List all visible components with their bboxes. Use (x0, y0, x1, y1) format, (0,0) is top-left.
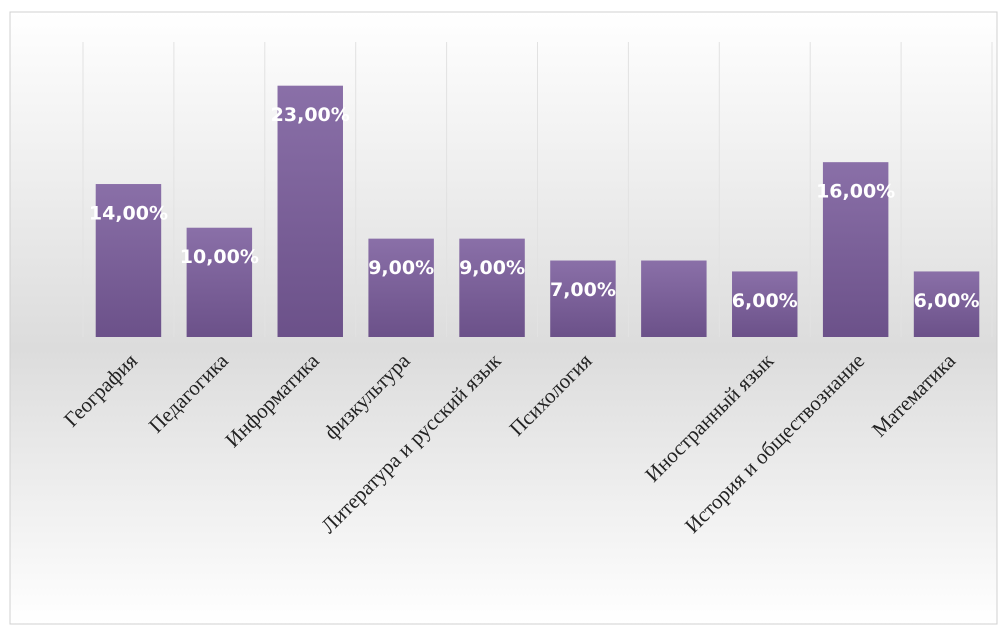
bar-shade (550, 260, 616, 337)
value-label: 14,00% (89, 203, 168, 225)
value-label: 6,00% (732, 290, 798, 312)
bar-shade (732, 271, 798, 337)
bar-shade (459, 238, 525, 337)
value-label: 23,00% (271, 104, 350, 126)
value-label: 6,00% (914, 290, 980, 312)
value-label: 16,00% (816, 181, 895, 203)
bar-shade (368, 238, 434, 337)
bar-shade (913, 271, 980, 337)
value-label: 9,00% (459, 257, 525, 279)
bar-shade (186, 227, 253, 337)
bar-shade (277, 85, 343, 337)
bar-shade (95, 184, 162, 337)
value-label: 7,00% (550, 279, 616, 301)
bar-shade (822, 162, 889, 337)
value-label: 10,00% (180, 246, 259, 268)
bar-shade (641, 260, 707, 337)
value-label: 9,00% (368, 257, 434, 279)
